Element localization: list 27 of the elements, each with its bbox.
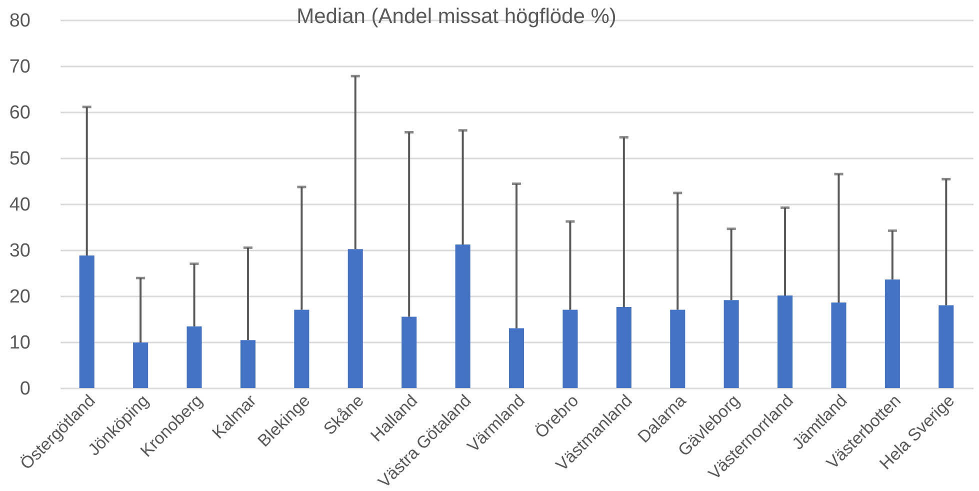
bar bbox=[133, 342, 148, 388]
y-tick-label: 40 bbox=[9, 194, 30, 216]
bar bbox=[186, 326, 202, 388]
y-tick-label: 60 bbox=[9, 102, 30, 124]
chart-title: Median (Andel missat högflöde %) bbox=[296, 5, 616, 28]
y-tick-label: 20 bbox=[9, 286, 30, 308]
bar bbox=[938, 305, 954, 388]
y-tick-label: 0 bbox=[20, 378, 30, 400]
bar bbox=[616, 307, 632, 388]
bar bbox=[724, 300, 739, 388]
y-tick-label: 30 bbox=[9, 240, 30, 262]
bar bbox=[240, 340, 256, 388]
bar bbox=[402, 316, 417, 388]
bar bbox=[562, 310, 578, 388]
bar bbox=[884, 279, 900, 388]
y-tick-label: 70 bbox=[9, 56, 30, 78]
bar bbox=[670, 310, 686, 388]
bar bbox=[778, 296, 793, 388]
bar bbox=[508, 328, 524, 388]
bar bbox=[294, 310, 310, 388]
bar bbox=[79, 256, 94, 388]
y-tick-label: 10 bbox=[9, 332, 30, 354]
bar bbox=[348, 249, 363, 388]
y-tick-label: 80 bbox=[9, 10, 30, 32]
y-tick-label: 50 bbox=[9, 148, 30, 170]
bar bbox=[831, 302, 846, 388]
bar bbox=[455, 244, 470, 388]
